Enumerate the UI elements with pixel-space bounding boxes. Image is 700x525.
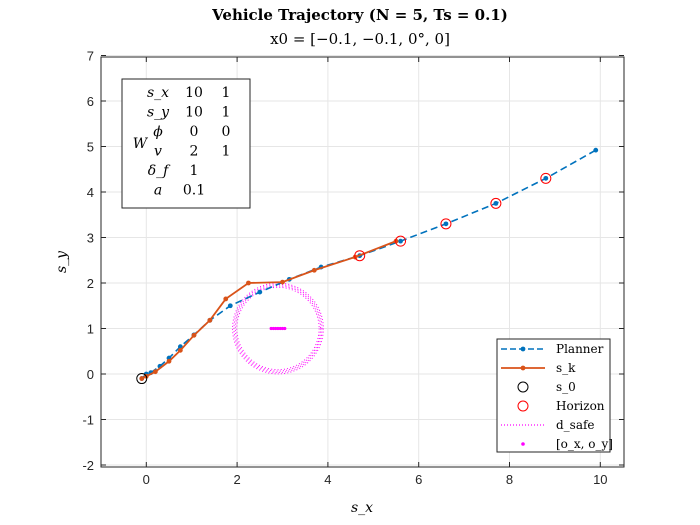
weight-name: v — [154, 144, 162, 160]
sk-point — [311, 267, 317, 273]
weight-value-1: 0.1 — [183, 183, 205, 199]
safety-circle — [233, 284, 323, 373]
y-tick-label: -1 — [82, 413, 94, 428]
x-tick-label: 8 — [506, 472, 513, 487]
y-tick-label: 0 — [87, 367, 94, 382]
sk-point — [280, 279, 285, 285]
planner-point — [593, 147, 599, 153]
legend-label: Horizon — [556, 399, 605, 413]
start-marker — [136, 373, 148, 385]
chart-title-text: Vehicle Trajectory (N = 5, Ts = 0.1) — [211, 6, 508, 24]
horizon-marker — [440, 218, 452, 230]
obstacle-point — [276, 326, 280, 331]
obstacle-point — [283, 326, 287, 331]
legend-label: d_safe — [556, 418, 595, 432]
chart-title: Vehicle Trajectory (N = 5, Ts = 0.1) — [211, 6, 508, 24]
legend-swatch-obs — [521, 442, 525, 446]
weight-name: ϕ — [153, 124, 163, 140]
x-tick-label: 4 — [324, 472, 331, 487]
weight-value-2: 1 — [222, 85, 231, 101]
y-tick-label: 1 — [87, 322, 94, 337]
x-tick-label: 0 — [143, 472, 150, 487]
weight-value-1: 2 — [190, 144, 199, 160]
weight-value-1: 0 — [190, 124, 199, 140]
y-axis-label: s_y — [54, 250, 70, 273]
legend-frame — [496, 338, 611, 453]
weight-value-1: 10 — [185, 85, 203, 101]
legend-swatch-planner-dot — [520, 346, 526, 352]
weight-name: a — [154, 183, 162, 199]
y-tick-label: 2 — [87, 276, 94, 291]
obstacle-point — [269, 326, 273, 331]
sk-point — [139, 376, 145, 381]
weight-name: s_y — [147, 105, 170, 121]
weight-value-1: 10 — [185, 105, 203, 121]
obstacle-point — [274, 326, 278, 331]
obstacle-point — [271, 326, 276, 331]
chart-subtitle: x0 = [−0.1, −0.1, 0°, 0] — [270, 30, 450, 48]
planner-point — [257, 289, 263, 295]
safety-circle — [234, 285, 322, 372]
horizon-marker — [395, 235, 407, 247]
sk-line — [141, 240, 397, 380]
sk-point — [223, 296, 229, 302]
weights-box-frame — [121, 78, 251, 209]
weight-value-2: 1 — [222, 105, 231, 121]
weight-value-1: 1 — [190, 163, 199, 179]
planner-point — [227, 303, 233, 309]
sk-point — [152, 369, 158, 375]
weight-value-2: 1 — [222, 144, 231, 160]
planner-point — [493, 200, 499, 206]
axes-box — [100, 56, 625, 468]
y-tick-label: -2 — [82, 458, 94, 473]
sk-point — [207, 317, 213, 323]
legend-label: Planner — [556, 342, 604, 356]
horizon-marker — [540, 172, 552, 184]
horizon-marker — [490, 197, 502, 209]
legend-label: s_0 — [556, 380, 576, 394]
weight-name: s_x — [147, 85, 169, 101]
legend-swatch-s0 — [517, 381, 529, 393]
planner-point — [543, 175, 549, 181]
sk-point — [166, 358, 172, 364]
y-tick-label: 6 — [87, 94, 94, 109]
sk-point — [246, 280, 251, 286]
planner-point — [443, 221, 449, 227]
legend-swatch-horizon — [517, 400, 529, 412]
legend-swatch-sk-dot — [520, 365, 526, 371]
safety-circle — [236, 286, 320, 371]
legend-label: [o_x, o_y] — [556, 437, 613, 451]
x-axis-label: s_x — [351, 500, 373, 516]
x-tick-label: 6 — [415, 472, 422, 487]
sk-point — [177, 347, 183, 353]
weight-name: δ_f — [148, 163, 171, 179]
legend: Planner s_k s_0 Horizon d_safe [o_x, o_y] — [496, 338, 613, 453]
y-tick-label: 4 — [87, 185, 94, 200]
sk-point — [191, 332, 197, 338]
plot-area — [136, 147, 599, 385]
planner-point — [398, 238, 403, 244]
weights-label: W — [133, 136, 149, 152]
obstacle-point — [280, 326, 285, 331]
x-tick-label: 2 — [233, 472, 240, 487]
y-tick-label: 5 — [87, 140, 94, 155]
horizon-marker — [354, 250, 366, 262]
weight-value-2: 0 — [222, 124, 231, 140]
grid — [101, 55, 624, 467]
safety-circle — [232, 282, 324, 375]
obstacle-point — [278, 326, 282, 331]
x-tick-label: 10 — [593, 472, 607, 487]
weights-box: Ws_x 10 1 s_y 10 1 ϕ 0 0 v 2 1 δ_f 1 a 0.1 — [121, 78, 251, 209]
planner-line — [141, 149, 597, 380]
legend-label: s_k — [556, 361, 576, 375]
y-tick-label: 3 — [87, 231, 94, 246]
y-tick-label: 7 — [87, 49, 94, 64]
